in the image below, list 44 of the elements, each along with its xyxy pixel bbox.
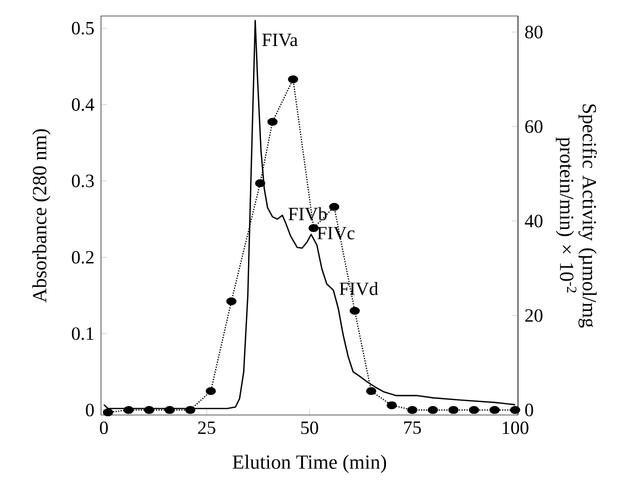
y2-tick-label: 80 [525,26,542,38]
y-tick-label: 0.2 [72,250,94,264]
point [255,179,266,188]
point [144,406,154,414]
y-axis-title: Absorbance (280 nm) [32,129,50,303]
point [448,406,459,414]
y2-axis-title: Specific Activity (µmol/mg protein/min) × 10$^{-2}$ [556,104,597,328]
x-tick-label: 0 [100,421,108,434]
x-tick-label: 100 [502,421,528,434]
point [407,406,418,414]
x-tick-label: 25 [198,421,216,434]
point [123,406,134,414]
point [428,406,438,414]
y2-tick-label: 60 [525,120,542,133]
y2-tick-label: 0 [525,404,534,416]
point [226,297,236,306]
y-tick-label: 0 [86,404,94,416]
point [366,387,376,396]
point [102,408,114,416]
y2-tick-label: 20 [525,309,542,322]
point [468,406,480,414]
point [510,406,520,414]
point [386,401,397,410]
point [329,202,340,211]
x-tick-label: 50 [301,421,318,434]
y2-tick-label: 40 [524,214,542,228]
point [350,306,360,315]
y-tick-label: 0.4 [72,98,94,111]
point [206,387,216,396]
x-tick-label: 75 [404,421,421,434]
annotation: FIVc [317,226,355,240]
annotation: FIVa [262,34,298,46]
point [164,406,175,414]
point [288,75,298,84]
point [308,224,319,232]
point [185,406,196,414]
annotation: FIVd [340,282,378,296]
y-tick-label: 0.5 [72,22,94,35]
y-tick-label: 0.1 [72,327,94,340]
annotation: FIVb [288,207,327,220]
x-axis-title: Elution Time (min) [232,454,386,473]
y-tick-label: 0.3 [72,174,94,188]
point [489,406,500,414]
point [267,118,278,126]
